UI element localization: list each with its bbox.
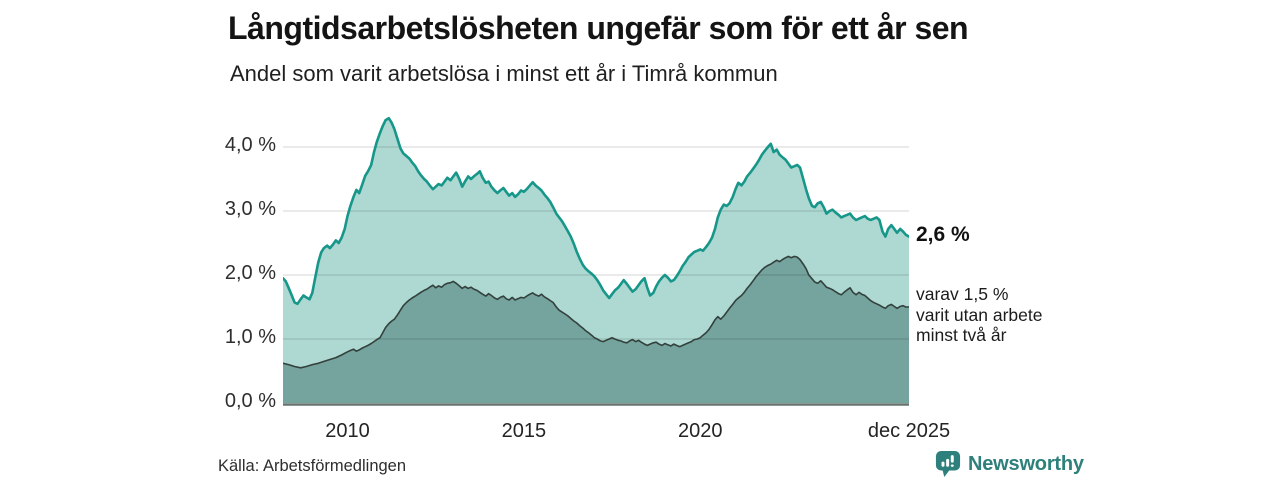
source-note: Källa: Arbetsförmedlingen xyxy=(218,457,407,475)
page-title: Långtidsarbetslösheten ungefär som för e… xyxy=(228,10,969,46)
annotation-line-1: varav 1,5 % xyxy=(916,284,1009,304)
x-tick-label: 2010 xyxy=(325,420,370,442)
latest-value-label: 2,6 % xyxy=(916,223,970,246)
x-tick-label: dec 2025 xyxy=(867,420,951,442)
x-tick-label: 2020 xyxy=(677,420,723,442)
plot-area xyxy=(283,116,909,406)
newsworthy-logo: Newsworthy xyxy=(935,450,1084,478)
y-tick-label: 1,0 % xyxy=(224,326,276,348)
y-tick-label: 4,0 % xyxy=(224,134,276,156)
y-tick-label: 0,0 % xyxy=(224,390,276,412)
x-tick-label: 2015 xyxy=(501,420,547,442)
subseries-annotation: varav 1,5 % varit utan arbete minst två … xyxy=(916,284,1042,346)
newsworthy-icon xyxy=(935,451,961,477)
brand-name: Newsworthy xyxy=(968,452,1084,475)
annotation-line-3: minst två år xyxy=(916,325,1007,346)
chart-subtitle: Andel som varit arbetslösa i minst ett å… xyxy=(230,61,778,86)
y-tick-label: 2,0 % xyxy=(224,262,276,284)
y-tick-label: 3,0 % xyxy=(224,198,276,220)
annotation-line-2: varit utan arbete xyxy=(916,304,1043,325)
